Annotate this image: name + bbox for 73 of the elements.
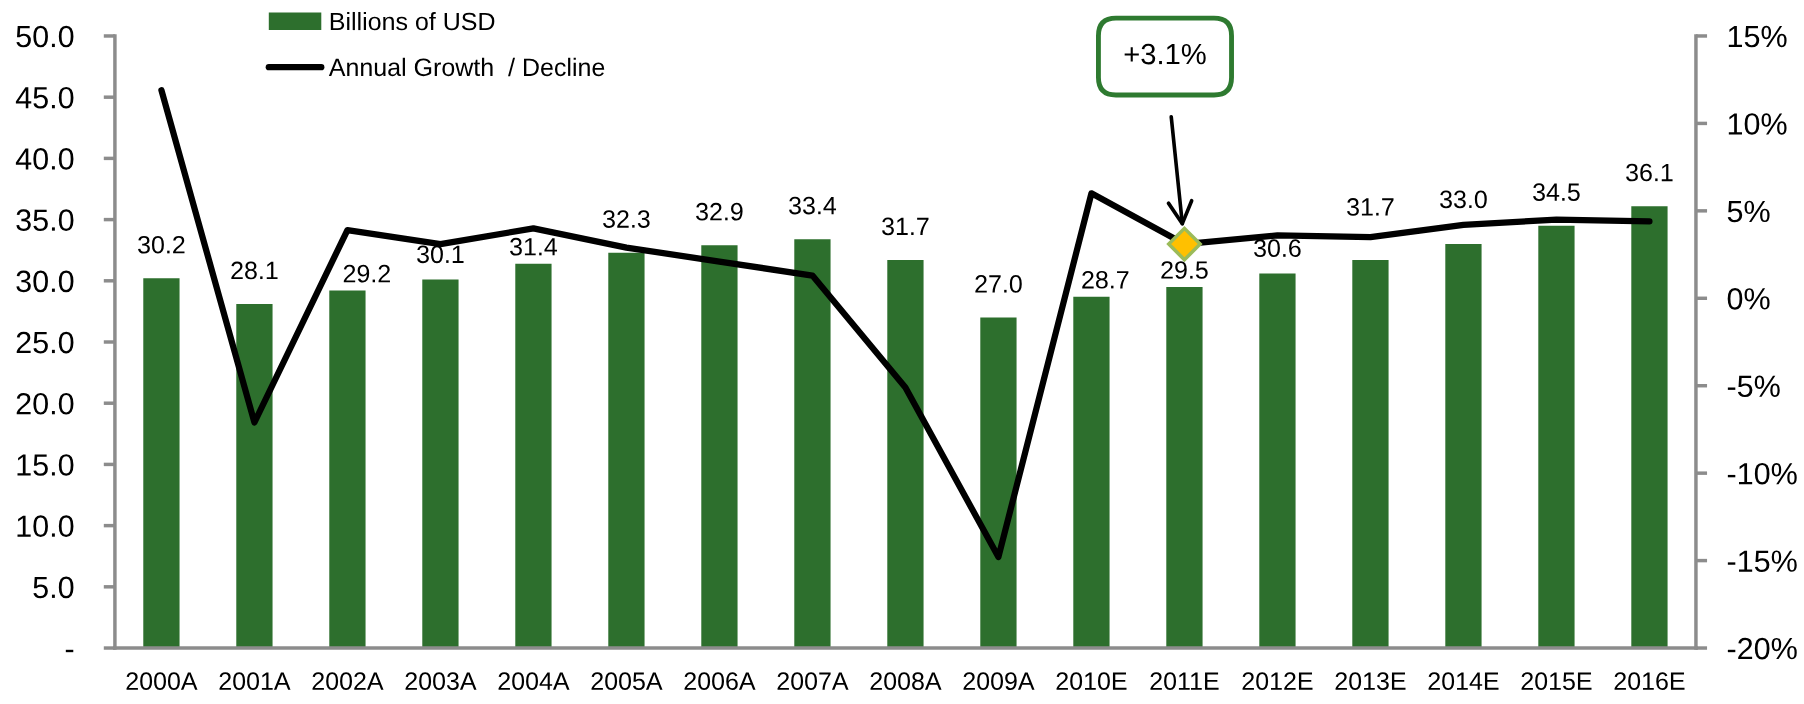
bar [887,259,924,649]
bar [515,263,552,649]
x-tick-label: 2014E [1428,672,1499,691]
annotation: +3.1% [1124,43,1206,65]
data-label: 36.1 [1626,163,1673,182]
bar [329,290,366,649]
y2-tick-label: 5% [1727,200,1770,223]
x-tick-label: 2007A [777,672,849,691]
y2-tick-label: -5% [1727,375,1780,398]
data-label: 32.9 [696,202,743,221]
data-label: 29.2 [343,264,390,283]
legend-label: Billions of USD [330,11,495,31]
data-label: 34.5 [1533,183,1580,201]
data-label: 31.4 [510,237,558,256]
y2-tick-label: -10% [1727,462,1797,485]
x-tick-label: 2008A [870,672,942,691]
data-label: 33.0 [1440,190,1487,209]
y-tick-label: 45.0 [15,86,74,109]
y-tick-label: 30.0 [16,270,74,293]
bar [236,304,273,649]
y-tick-label: 5.0 [33,576,74,599]
bar [1166,286,1203,649]
data-label: 28.1 [231,261,278,280]
x-tick-label: 2009A [963,672,1035,691]
data-label: 28.7 [1082,270,1129,289]
data-label: 32.3 [603,210,650,228]
x-tick-label: 2010E [1056,672,1127,691]
x-tick-label: 2015E [1521,672,1592,691]
data-label: 27.0 [975,275,1022,293]
y-tick-label: 50.0 [16,25,74,48]
bar [422,279,459,649]
bar [1538,225,1575,649]
x-tick-label: 2016E [1614,672,1685,691]
x-tick-label: 2001A [219,672,291,691]
x-tick-label: 2011E [1150,672,1219,691]
y-tick-label: 20.0 [16,392,74,415]
data-label: 31.7 [1347,198,1394,216]
x-tick-label: 2012E [1242,672,1313,691]
x-tick-label: 2000A [126,672,198,691]
legend-label: Annual Growth / Decline [328,57,605,77]
x-tick-label: 2006A [684,672,756,691]
y-tick-label: 15.0 [17,454,74,476]
bar [794,239,831,649]
x-tick-label: 2004A [498,672,570,691]
bar [1631,206,1668,649]
y2-tick-label: -20% [1727,637,1797,660]
data-label: 31.7 [882,217,929,236]
data-label: 29.5 [1161,261,1208,279]
y-tick-label: 35.0 [16,209,74,231]
bar [1073,296,1110,649]
x-tick-label: 2013E [1335,672,1406,691]
x-tick-label: 2005A [591,672,663,691]
data-label: 30.2 [138,235,185,254]
y-tick-label: - [65,649,74,653]
bar [1445,244,1482,649]
y2-tick-label: 0% [1727,288,1770,310]
y-tick-label: 25.0 [16,331,74,354]
data-label: 33.4 [789,196,837,215]
bar [1259,273,1296,649]
y2-tick-label: -15% [1727,550,1797,572]
bar [1352,259,1389,649]
x-tick-label: 2002A [312,672,384,691]
bar [701,245,738,649]
data-label: 30.6 [1254,239,1301,258]
y-tick-label: 40.0 [15,148,74,170]
y-tick-label: 10.0 [17,515,74,537]
bar [980,317,1017,649]
bar [143,278,180,649]
y2-tick-label: 15% [1728,25,1787,48]
data-label: 30.1 [417,245,464,264]
x-tick-label: 2003A [405,672,477,691]
bar [608,252,645,649]
y2-tick-label: 10% [1728,113,1787,135]
